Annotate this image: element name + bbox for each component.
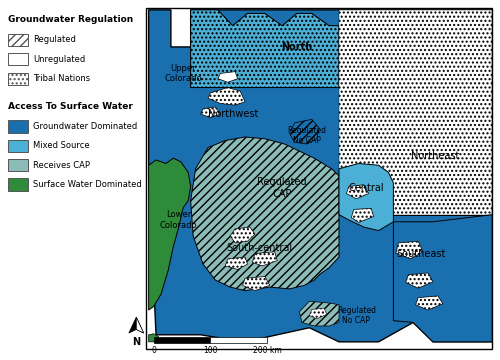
Polygon shape — [190, 137, 339, 291]
Text: Lower
Colorado: Lower Colorado — [160, 210, 197, 230]
Text: Regulated
CAP: Regulated CAP — [258, 177, 307, 199]
Polygon shape — [290, 119, 319, 144]
Text: Central: Central — [348, 183, 384, 193]
FancyBboxPatch shape — [8, 34, 28, 46]
Polygon shape — [190, 10, 339, 87]
Polygon shape — [136, 317, 143, 333]
FancyBboxPatch shape — [8, 72, 28, 85]
Text: Regulated
No CAP: Regulated No CAP — [337, 306, 376, 325]
Text: South-central: South-central — [227, 243, 293, 253]
Text: Tribal Nations: Tribal Nations — [34, 74, 90, 83]
FancyBboxPatch shape — [8, 159, 28, 171]
Text: Unregulated: Unregulated — [34, 55, 86, 64]
Text: Groundwater Dominated: Groundwater Dominated — [34, 122, 138, 131]
Text: Northeast: Northeast — [411, 152, 460, 161]
Text: 200 km: 200 km — [253, 346, 282, 355]
Polygon shape — [129, 317, 144, 333]
Polygon shape — [339, 163, 394, 231]
Polygon shape — [148, 158, 190, 310]
Polygon shape — [148, 10, 492, 342]
FancyBboxPatch shape — [8, 120, 28, 132]
Polygon shape — [208, 87, 245, 105]
Polygon shape — [230, 227, 255, 243]
Polygon shape — [339, 10, 492, 215]
Text: Surface Water Dominated: Surface Water Dominated — [34, 180, 142, 189]
FancyBboxPatch shape — [8, 179, 28, 191]
Polygon shape — [416, 296, 443, 310]
Polygon shape — [148, 334, 158, 342]
Text: Regulated: Regulated — [34, 35, 76, 44]
Polygon shape — [226, 257, 248, 269]
Polygon shape — [394, 215, 492, 342]
Text: 100: 100 — [203, 346, 218, 355]
Text: 0: 0 — [151, 346, 156, 355]
Polygon shape — [200, 107, 220, 118]
Text: N: N — [132, 337, 140, 347]
Text: Regulated
No CAP: Regulated No CAP — [288, 126, 327, 145]
Text: North: North — [282, 42, 312, 52]
Polygon shape — [339, 10, 492, 215]
Polygon shape — [396, 241, 423, 259]
Polygon shape — [218, 72, 238, 82]
Text: Northwest: Northwest — [208, 109, 258, 119]
Polygon shape — [300, 301, 339, 326]
Text: Access To Surface Water: Access To Surface Water — [8, 102, 132, 111]
Text: Upper
Colorado: Upper Colorado — [164, 64, 202, 83]
FancyBboxPatch shape — [8, 140, 28, 152]
Text: Mixed Source: Mixed Source — [34, 141, 90, 150]
Polygon shape — [242, 276, 270, 291]
FancyBboxPatch shape — [210, 337, 268, 343]
Text: Receives CAP: Receives CAP — [34, 161, 90, 170]
Polygon shape — [406, 273, 433, 288]
Text: Groundwater Regulation: Groundwater Regulation — [8, 15, 133, 24]
FancyBboxPatch shape — [154, 337, 210, 343]
Text: Southeast: Southeast — [396, 248, 446, 258]
Polygon shape — [252, 252, 277, 266]
FancyBboxPatch shape — [8, 53, 28, 66]
Polygon shape — [310, 308, 326, 319]
Polygon shape — [346, 185, 368, 199]
Polygon shape — [352, 208, 374, 222]
